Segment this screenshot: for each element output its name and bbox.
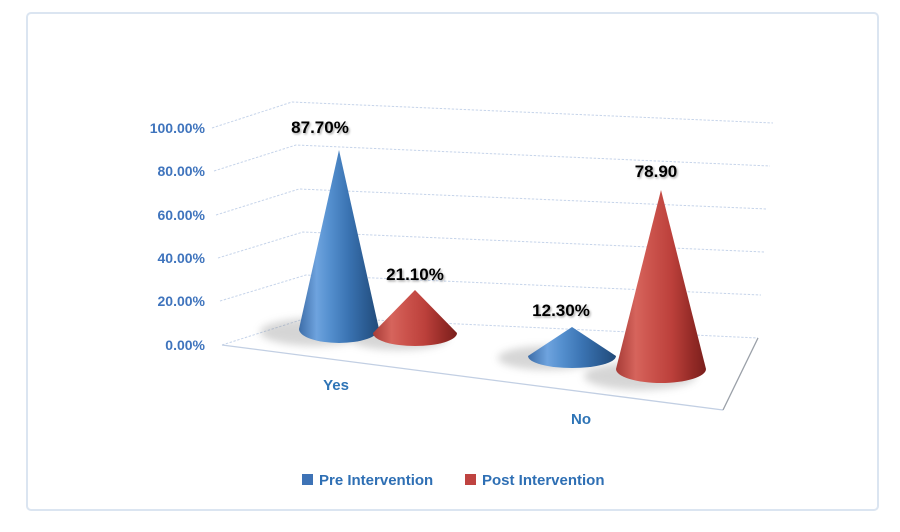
gridline-80 (213, 144, 771, 172)
category-label-yes: Yes (323, 377, 349, 394)
chart-border (26, 12, 879, 511)
legend-item-pre: Pre Intervention (302, 472, 433, 489)
data-label-pre-yes: 87.70% (291, 118, 349, 137)
gridline-40 (217, 231, 765, 259)
y-tick-60: 60.00% (158, 207, 206, 223)
y-axis: 100.00% 80.00% 60.00% 40.00% 20.00% 0.00… (150, 120, 206, 353)
legend-label-pre: Pre Intervention (319, 472, 433, 489)
y-tick-80: 80.00% (158, 163, 206, 179)
gridline-100 (211, 101, 774, 129)
gridline-20 (219, 274, 762, 302)
gridline-60 (215, 188, 768, 216)
category-label-no: No (571, 411, 591, 428)
cone-post-no (616, 190, 706, 383)
cone-pre-yes (299, 150, 379, 343)
legend-swatch-post (465, 474, 476, 485)
y-tick-100: 100.00% (150, 120, 206, 136)
cone-pre-no (528, 327, 616, 368)
legend-label-post: Post Intervention (482, 472, 605, 489)
data-labels: 87.70% 21.10% 12.30% 78.90 (291, 118, 677, 320)
y-tick-40: 40.00% (158, 250, 206, 266)
legend: Pre Intervention Post Intervention (302, 472, 605, 489)
data-label-post-yes: 21.10% (386, 265, 444, 284)
legend-item-post: Post Intervention (465, 472, 605, 489)
y-tick-20: 20.00% (158, 293, 206, 309)
data-label-post-no: 78.90 (635, 162, 678, 181)
cone-post-yes (373, 290, 457, 346)
legend-swatch-pre (302, 474, 313, 485)
floor-front-edge (221, 344, 724, 411)
floor-right-edge (722, 337, 759, 411)
y-tick-0: 0.00% (165, 337, 205, 353)
data-label-pre-no: 12.30% (532, 301, 590, 320)
